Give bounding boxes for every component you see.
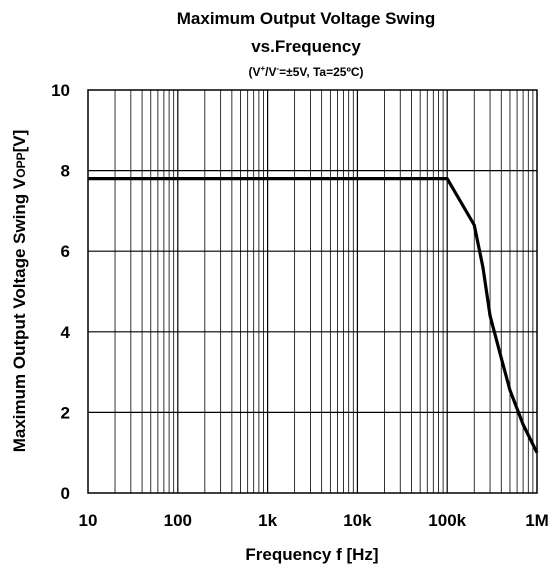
x-tick-label: 1M	[525, 511, 549, 530]
series-layer	[88, 177, 539, 454]
y-axis-label-unit: [V]	[10, 130, 29, 153]
grid-lines	[88, 90, 537, 493]
x-tick-label: 100k	[428, 511, 466, 530]
y-axis-label: Maximum Output Voltage Swing VOPP[V]	[10, 130, 29, 453]
x-tick-label: 1k	[258, 511, 277, 530]
y-tick-label: 10	[51, 81, 70, 100]
y-tick-label: 4	[61, 323, 71, 342]
y-tick-label: 6	[61, 242, 70, 261]
subtitle-mid: /V	[265, 65, 276, 79]
subtitle-open: (V	[248, 65, 260, 79]
series-line-0	[88, 177, 539, 454]
y-tick-labels: 0 2 4 6 8 10	[51, 81, 70, 503]
y-tick-label: 8	[61, 162, 70, 181]
subtitle-sup-minus: -	[276, 64, 279, 73]
x-tick-label: 100	[164, 511, 192, 530]
x-tick-label: 10k	[343, 511, 372, 530]
x-tick-labels: 10 100 1k 10k 100k 1M	[79, 511, 549, 530]
x-tick-label: 10	[79, 511, 98, 530]
y-tick-label: 2	[61, 403, 70, 422]
y-axis-label-main: Maximum Output Voltage Swing V	[10, 177, 29, 452]
subtitle-sup-plus: +	[260, 64, 265, 73]
chart-title-line2: vs.Frequency	[251, 37, 361, 56]
chart-title: Maximum Output Voltage Swing	[177, 9, 435, 28]
x-axis-label: Frequency f [Hz]	[245, 545, 378, 564]
subtitle-rest: =±5V, Ta=25ºC)	[279, 65, 363, 79]
y-axis-label-subscript: OPP	[14, 152, 28, 177]
chart-subtitle: (V+/V-=±5V, Ta=25ºC)	[248, 64, 363, 79]
y-tick-label: 0	[61, 484, 70, 503]
plot-frame	[87, 89, 538, 494]
